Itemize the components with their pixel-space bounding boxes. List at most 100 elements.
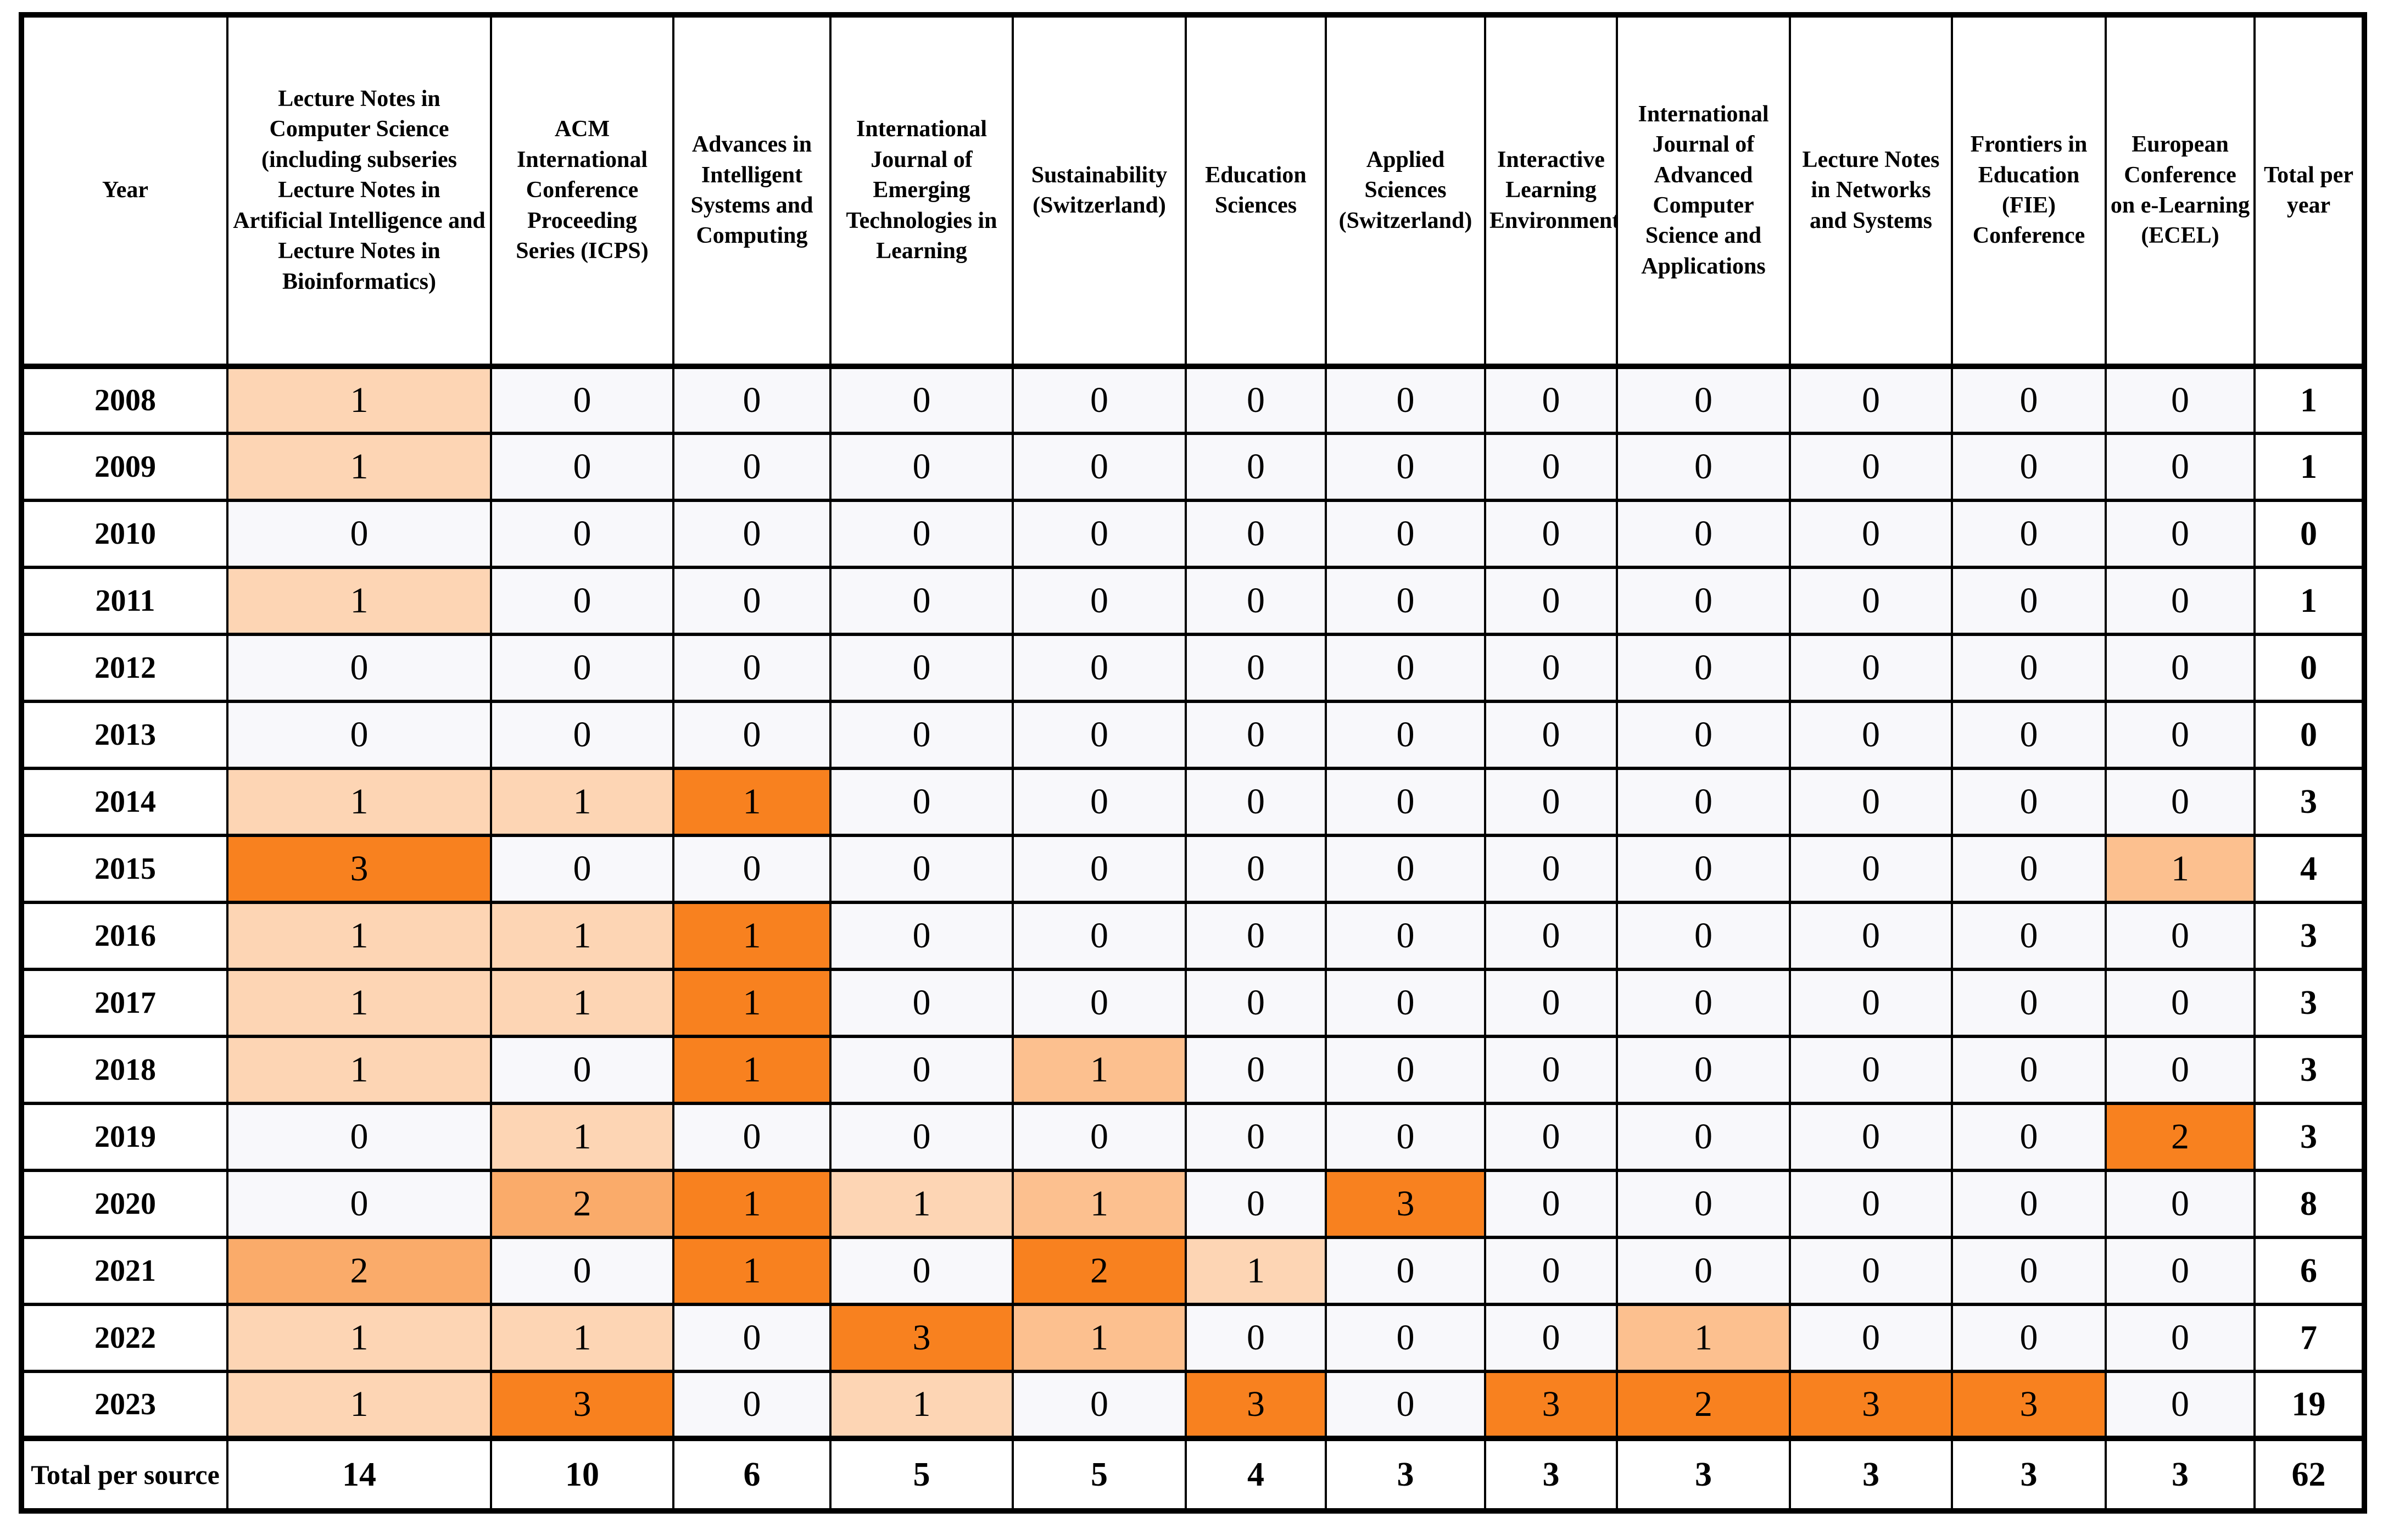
cell-2017-acm-icps: 1: [490, 968, 674, 1038]
cell-2010-lnns: 0: [1789, 499, 1953, 569]
cell-2018-interactive-learning-environments: 0: [1484, 1035, 1618, 1105]
cell-2019-education-sciences: 0: [1185, 1102, 1327, 1172]
cell-2017-applied-sciences: 0: [1325, 968, 1486, 1038]
cell-2011-ijacsa: 0: [1616, 566, 1791, 636]
table-row-2011: 2011 1 0 0 0 0 0 0 0 0 0 0 0 1: [20, 566, 2365, 636]
cell-2016-acm-icps: 1: [490, 901, 674, 971]
cell-2014-applied-sciences: 0: [1325, 767, 1486, 837]
cell-2016-applied-sciences: 0: [1325, 901, 1486, 971]
row-total-2015: 4: [2253, 834, 2365, 904]
cell-2014-interactive-learning-environments: 0: [1484, 767, 1618, 837]
cell-2019-ijetl: 0: [829, 1102, 1014, 1172]
table-row-2015: 2015 3 0 0 0 0 0 0 0 0 0 0 1 4: [20, 834, 2365, 904]
cell-2013-sustainability: 0: [1012, 700, 1187, 770]
cell-2010-lncs: 0: [226, 499, 492, 569]
cell-2014-fie: 0: [1951, 767, 2107, 837]
row-total-2009: 1: [2253, 432, 2365, 502]
cell-2021-ijetl: 0: [829, 1236, 1014, 1306]
cell-2020-acm-icps: 2: [490, 1169, 674, 1239]
cell-2020-ijacsa: 0: [1616, 1169, 1791, 1239]
cell-2019-ecel: 2: [2105, 1102, 2256, 1172]
cell-2009-ecel: 0: [2105, 432, 2256, 502]
cell-2011-lncs: 1: [226, 566, 492, 636]
cell-2020-ijetl: 1: [829, 1169, 1014, 1239]
cell-2011-sustainability: 0: [1012, 566, 1187, 636]
table-row-2012: 2012 0 0 0 0 0 0 0 0 0 0 0 0 0: [20, 633, 2365, 703]
total-per-source-acm-icps: 10: [490, 1436, 674, 1513]
cell-2023-ecel: 0: [2105, 1370, 2256, 1440]
total-per-source-sustainability: 5: [1012, 1436, 1187, 1513]
cell-2021-aisc: 1: [672, 1236, 832, 1306]
cell-2023-lnns: 3: [1789, 1370, 1953, 1440]
cell-2013-education-sciences: 0: [1185, 700, 1327, 770]
cell-2016-lncs: 1: [226, 901, 492, 971]
cell-2013-ecel: 0: [2105, 700, 2256, 770]
cell-2018-applied-sciences: 0: [1325, 1035, 1486, 1105]
cell-2017-ijetl: 0: [829, 968, 1014, 1038]
row-year-label-2019: 2019: [20, 1102, 228, 1172]
cell-2015-interactive-learning-environments: 0: [1484, 834, 1618, 904]
cell-2015-lncs: 3: [226, 834, 492, 904]
row-year-label-2016: 2016: [20, 901, 228, 971]
column-header-interactive-learning-environments: Interactive Learning Environments: [1484, 13, 1618, 369]
total-per-source-fie: 3: [1951, 1436, 2107, 1513]
table-row-2018: 2018 1 0 1 0 1 0 0 0 0 0 0 0 3: [20, 1035, 2365, 1105]
cell-2021-fie: 0: [1951, 1236, 2107, 1306]
cell-2010-ecel: 0: [2105, 499, 2256, 569]
cell-2016-ecel: 0: [2105, 901, 2256, 971]
cell-2023-ijetl: 1: [829, 1370, 1014, 1440]
column-header-sustainability: Sustainability (Switzerland): [1012, 13, 1187, 369]
cell-2018-ecel: 0: [2105, 1035, 2256, 1105]
total-per-source-aisc: 6: [672, 1436, 832, 1513]
cell-2016-fie: 0: [1951, 901, 2107, 971]
column-header-year: Year: [20, 13, 228, 369]
cell-2016-ijacsa: 0: [1616, 901, 1791, 971]
cell-2021-ecel: 0: [2105, 1236, 2256, 1306]
cell-2008-lnns: 0: [1789, 365, 1953, 435]
cell-2016-interactive-learning-environments: 0: [1484, 901, 1618, 971]
cell-2023-interactive-learning-environments: 3: [1484, 1370, 1618, 1440]
row-total-2010: 0: [2253, 499, 2365, 569]
cell-2009-aisc: 0: [672, 432, 832, 502]
cell-2017-fie: 0: [1951, 968, 2107, 1038]
totals-row-label: Total per source: [20, 1436, 228, 1513]
cell-2012-fie: 0: [1951, 633, 2107, 703]
cell-2015-ecel: 1: [2105, 834, 2256, 904]
total-per-source-lnns: 3: [1789, 1436, 1953, 1513]
total-per-source-interactive-learning-environments: 3: [1484, 1436, 1618, 1513]
cell-2023-aisc: 0: [672, 1370, 832, 1440]
column-header-total-per-year: Total per year: [2253, 13, 2365, 369]
row-year-label-2022: 2022: [20, 1303, 228, 1373]
total-per-source-applied-sciences: 3: [1325, 1436, 1486, 1513]
row-total-2023: 19: [2253, 1370, 2365, 1440]
row-total-2019: 3: [2253, 1102, 2365, 1172]
column-header-fie: Frontiers in Education (FIE) Conference: [1951, 13, 2107, 369]
cell-2022-acm-icps: 1: [490, 1303, 674, 1373]
cell-2008-fie: 0: [1951, 365, 2107, 435]
cell-2011-education-sciences: 0: [1185, 566, 1327, 636]
cell-2023-education-sciences: 3: [1185, 1370, 1327, 1440]
cell-2013-fie: 0: [1951, 700, 2107, 770]
cell-2018-lncs: 1: [226, 1035, 492, 1105]
row-year-label-2013: 2013: [20, 700, 228, 770]
cell-2018-sustainability: 1: [1012, 1035, 1187, 1105]
row-year-label-2023: 2023: [20, 1370, 228, 1440]
cell-2019-ijacsa: 0: [1616, 1102, 1791, 1172]
cell-2014-aisc: 1: [672, 767, 832, 837]
cell-2015-fie: 0: [1951, 834, 2107, 904]
column-header-lnns: Lecture Notes in Networks and Systems: [1789, 13, 1953, 369]
cell-2009-acm-icps: 0: [490, 432, 674, 502]
table-header: Year Lecture Notes in Computer Science (i…: [20, 13, 2365, 369]
row-year-label-2008: 2008: [20, 365, 228, 435]
row-year-label-2015: 2015: [20, 834, 228, 904]
cell-2008-ijetl: 0: [829, 365, 1014, 435]
cell-2015-sustainability: 0: [1012, 834, 1187, 904]
table-row-2020: 2020 0 2 1 1 1 0 3 0 0 0 0 0 8: [20, 1169, 2365, 1239]
cell-2009-interactive-learning-environments: 0: [1484, 432, 1618, 502]
cell-2011-aisc: 0: [672, 566, 832, 636]
cell-2016-education-sciences: 0: [1185, 901, 1327, 971]
cell-2017-lnns: 0: [1789, 968, 1953, 1038]
cell-2008-aisc: 0: [672, 365, 832, 435]
cell-2009-lnns: 0: [1789, 432, 1953, 502]
cell-2022-ecel: 0: [2105, 1303, 2256, 1373]
